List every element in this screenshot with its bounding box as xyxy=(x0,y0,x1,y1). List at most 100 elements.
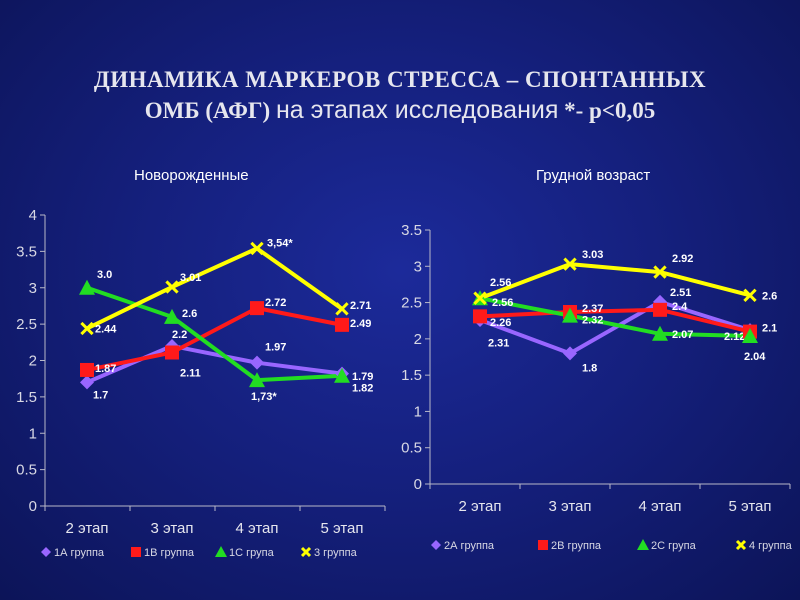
marker-x xyxy=(300,546,312,558)
legend-label: 2С група xyxy=(651,540,697,552)
marker-triangle xyxy=(334,367,350,383)
data-label: 2.37 xyxy=(582,303,603,315)
marker-square xyxy=(250,301,264,316)
y-tick-label: 0.5 xyxy=(401,440,422,457)
legend-label: 2А группа xyxy=(444,540,495,552)
marker-square xyxy=(473,309,487,324)
legend-label: 4 группа xyxy=(749,540,793,552)
marker-triangle xyxy=(249,372,265,388)
title-line-2-part-c: *- р<0,05 xyxy=(564,97,656,123)
legend-label: 1В группа xyxy=(144,547,195,559)
data-label: 1.7 xyxy=(93,389,108,401)
data-label: 2.2 xyxy=(172,329,187,341)
data-label: 1.8 xyxy=(582,362,597,374)
y-tick-label: 4 xyxy=(29,207,37,224)
title-line-2-part-a: ОМБ (АФГ) xyxy=(144,97,271,123)
legend-item: 1А группа xyxy=(41,547,105,559)
series-line xyxy=(479,299,751,356)
marker-diamond xyxy=(431,540,441,550)
marker-triangle xyxy=(742,327,758,343)
y-tick-label: 1.5 xyxy=(401,367,422,384)
data-label: 2.04 xyxy=(744,351,766,363)
data-label: 2.12 xyxy=(724,331,745,343)
title-line-2-part-b: на этапах исследования xyxy=(275,95,559,124)
data-label: 2.49 xyxy=(350,318,371,330)
marker-square xyxy=(538,540,548,550)
y-tick-label: 3 xyxy=(29,280,37,297)
x-tick-label: 2 этап xyxy=(458,498,501,515)
legend-label: 3 группа xyxy=(314,547,358,559)
data-label: 1.82 xyxy=(352,383,373,395)
y-tick-label: 3.5 xyxy=(16,243,37,260)
legend-label: 1С група xyxy=(229,547,275,559)
series-line xyxy=(86,246,344,331)
data-label: 1.79 xyxy=(352,371,373,383)
legend-label: 1А группа xyxy=(54,547,105,559)
data-label: 2.44 xyxy=(95,323,117,335)
data-label: 2.4 xyxy=(672,301,688,313)
marker-triangle xyxy=(79,279,95,295)
chart-title-infant: Грудной возраст xyxy=(536,167,651,184)
y-tick-label: 2.5 xyxy=(16,316,37,333)
legend-item: 2В группа xyxy=(538,540,602,552)
data-label: 2.56 xyxy=(490,277,511,289)
data-label: 2.32 xyxy=(582,315,603,327)
y-tick-label: 0.5 xyxy=(16,462,37,479)
marker-diamond xyxy=(250,355,264,370)
marker-x xyxy=(473,291,487,305)
marker-square xyxy=(335,317,349,332)
y-tick-label: 1 xyxy=(29,425,37,442)
data-label: 2.6 xyxy=(762,290,777,302)
marker-x xyxy=(563,257,577,271)
x-tick-label: 3 этап xyxy=(150,520,193,537)
marker-x xyxy=(250,241,264,256)
title-line-2: ОМБ (АФГ) на этапах исследования *- р<0,… xyxy=(0,95,800,126)
marker-square xyxy=(165,345,179,360)
data-label: 2.92 xyxy=(672,253,693,265)
slide-title: ДИНАМИКА МАРКЕРОВ СТРЕССА – СПОНТАННЫХ О… xyxy=(0,66,800,126)
data-label: 2.6 xyxy=(182,308,197,320)
legend-label: 2В группа xyxy=(551,540,602,552)
chart-1: 0 0.5 1 1.5 2 2.5 3 3.5 4 2 этап 3 этап 4 этап 5 эта… xyxy=(16,207,386,559)
y-tick-label: 2.5 xyxy=(401,295,422,312)
marker-diamond xyxy=(563,346,577,361)
marker-x xyxy=(165,280,179,294)
series-line xyxy=(86,285,343,383)
data-label: 1.87 xyxy=(95,363,116,375)
series-line xyxy=(86,306,343,372)
marker-diamond xyxy=(80,375,94,390)
x-tick-label: 5 этап xyxy=(320,520,363,537)
data-label: 2.1 xyxy=(762,323,777,335)
y-tick-label: 0 xyxy=(29,498,37,515)
y-tick-label: 0 xyxy=(414,476,422,493)
data-label: 2.51 xyxy=(670,287,691,299)
legend-item: 2А группа xyxy=(431,540,495,552)
data-label: 2.71 xyxy=(350,300,371,312)
y-tick-label: 3 xyxy=(414,258,422,275)
marker-square xyxy=(80,362,94,377)
data-label: 3.0 xyxy=(97,269,112,281)
marker-square xyxy=(131,547,141,557)
legend-item: 4 группа xyxy=(735,539,793,552)
marker-x xyxy=(653,265,667,279)
legend-item: 2С група xyxy=(637,539,697,552)
x-tick-label: 5 этап xyxy=(728,498,771,515)
marker-triangle xyxy=(215,546,227,557)
series-line xyxy=(479,307,751,334)
data-label: 2.26 xyxy=(490,317,511,329)
legend-item: 1С група xyxy=(215,546,275,559)
marker-triangle xyxy=(637,539,649,550)
series-line xyxy=(479,296,751,338)
chart-title-newborn: Новорожденные xyxy=(134,167,249,184)
data-label: 1,73* xyxy=(251,391,277,403)
x-tick-label: 3 этап xyxy=(548,498,591,515)
data-label: 3,54* xyxy=(267,237,293,249)
data-label: 3.01 xyxy=(180,272,201,284)
y-tick-label: 1 xyxy=(414,403,422,420)
legend-item: 1В группа xyxy=(131,547,195,559)
y-tick-label: 2 xyxy=(29,353,37,370)
series-line xyxy=(86,343,343,385)
marker-x xyxy=(735,539,747,551)
y-tick-label: 3.5 xyxy=(401,222,422,239)
